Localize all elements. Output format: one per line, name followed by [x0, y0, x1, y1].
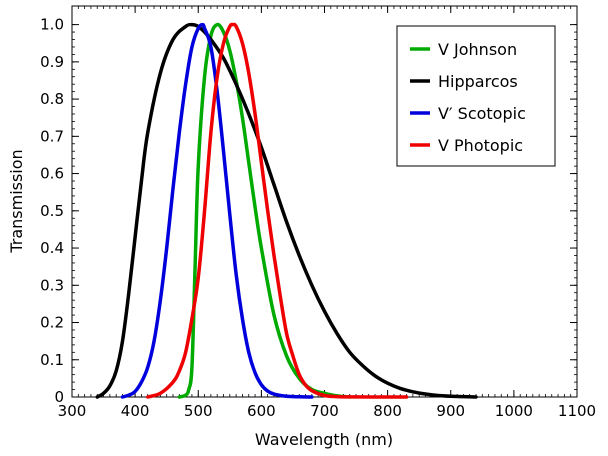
x-tick-label: 700	[310, 402, 339, 420]
x-axis: 300 400 500 600 700 800 900 1000 1100	[58, 6, 596, 420]
y-tick-label: 0.7	[40, 127, 64, 145]
x-tick-label: 1100	[558, 402, 596, 420]
legend-label-v-johnson: V Johnson	[438, 40, 517, 59]
y-tick-label: 0.8	[40, 90, 64, 108]
legend-label-hipparcos: Hipparcos	[438, 72, 518, 91]
y-tick-label: 0.6	[40, 165, 64, 183]
series-line-hipparcos	[95, 22, 478, 399]
y-tick-label: 0	[54, 388, 64, 406]
y-tick-label: 1.0	[40, 16, 64, 34]
y-tick-label: 0.1	[40, 351, 64, 369]
y-axis-label: Transmission	[7, 149, 26, 253]
x-tick-label: 400	[121, 402, 150, 420]
x-tick-label: 1000	[495, 402, 533, 420]
series-line-v-photopic	[146, 22, 409, 399]
y-tick-label: 0.5	[40, 202, 64, 220]
series-layer	[95, 22, 478, 399]
x-tick-label: 900	[436, 402, 465, 420]
x-axis-label: Wavelength (nm)	[255, 430, 393, 449]
y-tick-label: 0.4	[40, 239, 64, 257]
x-tick-label: 600	[247, 402, 276, 420]
y-tick-label: 0.3	[40, 276, 64, 294]
y-tick-label: 0.2	[40, 314, 64, 332]
x-tick-label: 800	[373, 402, 402, 420]
series-line-v-scotopic	[120, 22, 314, 399]
legend-label-v-scotopic: V′ Scotopic	[438, 104, 526, 123]
x-tick-label: 300	[58, 402, 87, 420]
y-axis: 0 0.1 0.2 0.3 0.4 0.5 0.6 0.7 0.8 0.9 1.0	[40, 16, 577, 406]
y-tick-label: 0.9	[40, 53, 64, 71]
x-tick-label: 500	[184, 402, 213, 420]
legend: V Johnson Hipparcos V′ Scotopic V Photop…	[396, 25, 556, 167]
legend-label-v-photopic: V Photopic	[438, 136, 523, 155]
